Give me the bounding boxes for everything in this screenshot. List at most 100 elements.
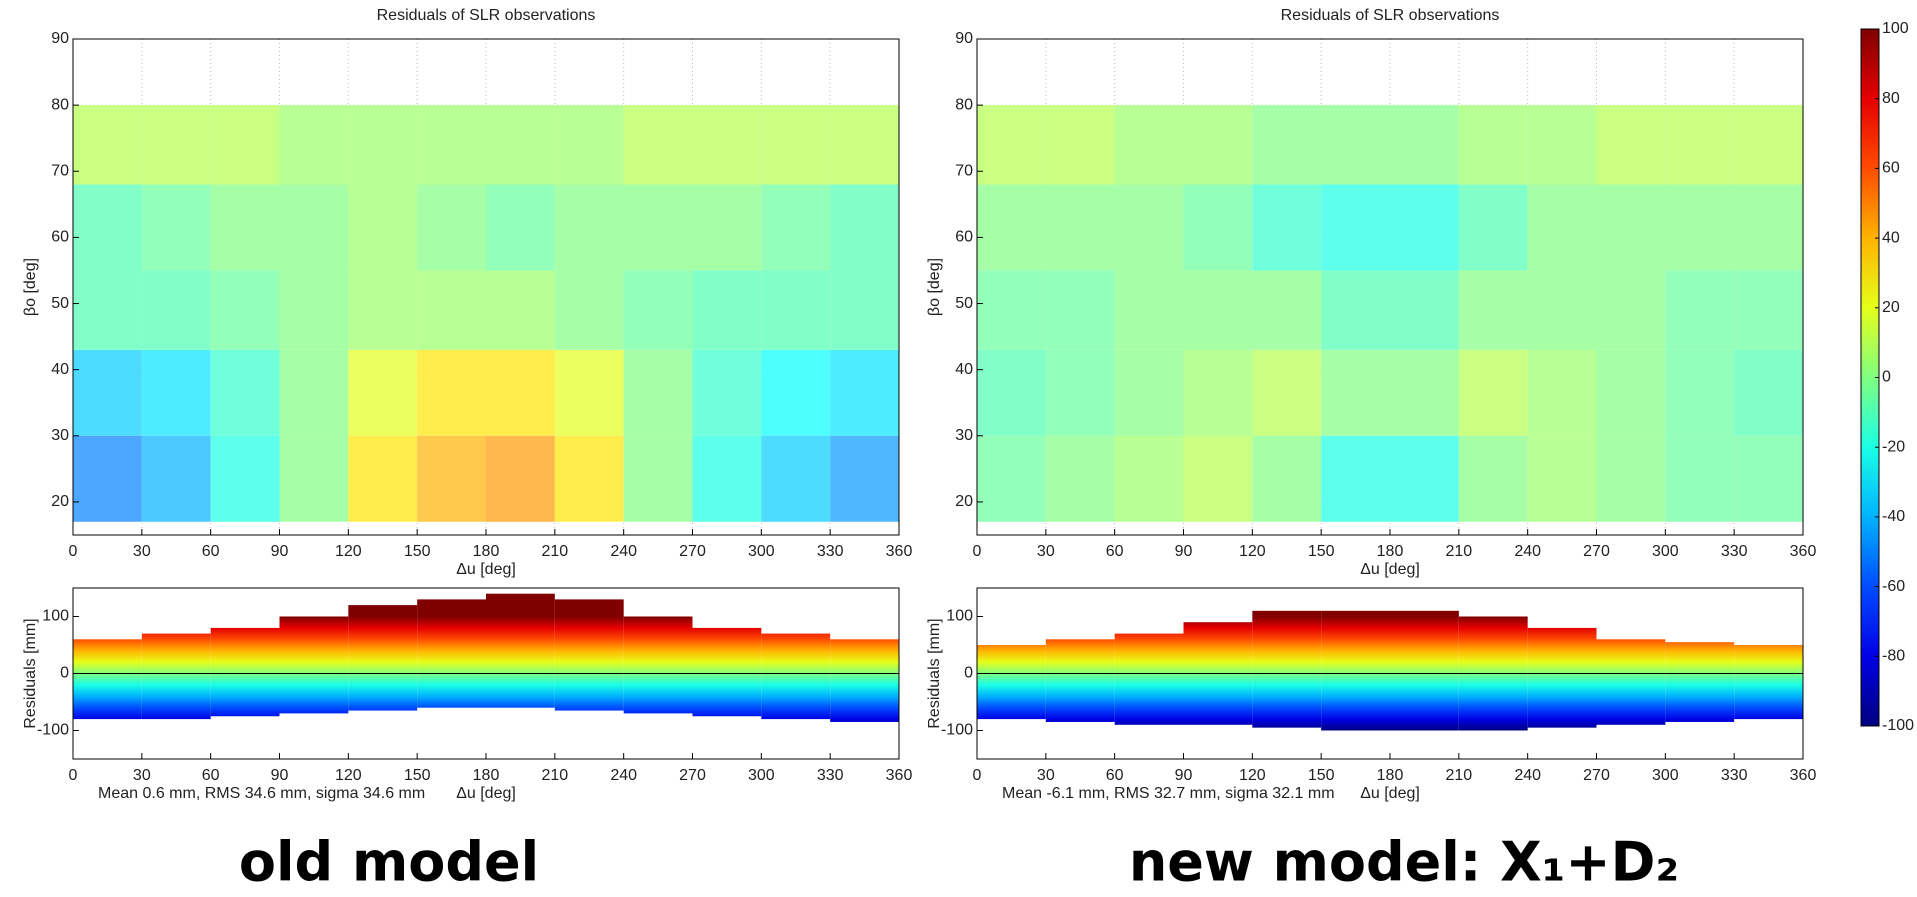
- y-tick-label: 100: [42, 608, 69, 625]
- heatmap-cell: [1045, 270, 1115, 350]
- heatmap-cell: [1321, 105, 1390, 185]
- x-tick-label: 210: [541, 543, 568, 560]
- x-tick-label: 90: [1175, 767, 1193, 784]
- y-tick-label: 70: [51, 162, 69, 179]
- y-tick-label: 0: [964, 665, 973, 682]
- x-tick-label: 150: [1308, 543, 1335, 560]
- heatmap-cell: [1321, 435, 1390, 522]
- x-tick-label: 210: [1445, 767, 1472, 784]
- heatmap-cell: [1045, 349, 1115, 436]
- colorbar-tick-label: -100: [1882, 717, 1914, 734]
- heatmap-cell: [279, 105, 349, 185]
- x-axis-label: Δu [deg]: [456, 561, 516, 578]
- x-tick-label: 30: [1037, 767, 1055, 784]
- heatmap-cell: [1183, 184, 1253, 271]
- heatmap-cell: [210, 184, 280, 271]
- colorbar-tick-label: 100: [1882, 20, 1909, 37]
- y-tick-label: 20: [955, 493, 973, 510]
- y-axis-label: βo [deg]: [926, 258, 943, 316]
- colorbar-tick-label: 40: [1882, 229, 1900, 246]
- heatmap-cell: [623, 105, 693, 185]
- residual-band: [623, 616, 693, 714]
- heatmap-cell: [977, 349, 1046, 436]
- heatmap-cell: [977, 270, 1046, 350]
- heatmap-cell: [1734, 349, 1803, 436]
- heatmap-cell: [1596, 349, 1666, 436]
- x-tick-label: 30: [1037, 543, 1055, 560]
- x-tick-label: 240: [610, 543, 637, 560]
- residual-band: [73, 639, 142, 720]
- heatmap-cell: [1114, 184, 1184, 271]
- residual-band: [692, 627, 762, 717]
- heatmap-cell: [279, 184, 349, 271]
- residual-band: [830, 639, 899, 722]
- heatmap-cell: [1527, 435, 1597, 522]
- heatmap-cell: [1734, 105, 1803, 185]
- x-tick-label: 120: [335, 767, 362, 784]
- x-tick-label: 330: [817, 767, 844, 784]
- heatmap-cell: [1596, 105, 1666, 185]
- x-tick-label: 120: [1239, 543, 1266, 560]
- heatmap-cell: [830, 184, 899, 271]
- x-tick-label: 180: [473, 767, 500, 784]
- heatmap-cell: [1527, 349, 1597, 436]
- heatmap-cell: [348, 105, 418, 185]
- x-tick-label: 300: [1652, 543, 1679, 560]
- heatmap-cell: [1665, 105, 1735, 185]
- heatmap-cell: [977, 105, 1046, 185]
- heatmap-cell: [692, 184, 762, 271]
- x-tick-label: 0: [69, 543, 78, 560]
- residual-band: [210, 627, 280, 717]
- x-tick-label: 300: [748, 767, 775, 784]
- heatmap-cell: [1045, 184, 1115, 271]
- y-tick-label: -100: [37, 722, 69, 739]
- heatmap-cell: [623, 270, 693, 350]
- heatmap-cell: [279, 270, 349, 350]
- heatmap-cell: [830, 270, 899, 350]
- heatmap-cell: [210, 435, 280, 522]
- x-tick-label: 240: [1514, 543, 1541, 560]
- x-tick-label: 360: [1790, 767, 1817, 784]
- x-tick-label: 270: [1583, 767, 1610, 784]
- heatmap-cell: [977, 435, 1046, 522]
- heatmap-cell: [761, 184, 831, 271]
- residual-band: [1734, 645, 1803, 720]
- heatmap-cell: [486, 349, 555, 436]
- heatmap-cell: [1114, 105, 1184, 185]
- residual-band: [1252, 610, 1322, 728]
- heatmap-cell: [623, 184, 693, 271]
- y-axis-label: Residuals [mm]: [926, 618, 943, 728]
- x-tick-label: 360: [1790, 543, 1817, 560]
- heatmap-cell: [1734, 435, 1803, 522]
- colorbar-tick-label: -40: [1882, 508, 1905, 525]
- heatmap-cell: [1390, 349, 1459, 436]
- residual-band: [279, 616, 349, 714]
- heatmap-cell: [1458, 349, 1528, 436]
- x-tick-label: 30: [133, 767, 151, 784]
- heatmap-cell: [1527, 105, 1597, 185]
- heatmap-cell: [279, 349, 349, 436]
- heatmap-cell: [1458, 270, 1528, 350]
- y-tick-label: 90: [51, 30, 69, 47]
- heatmap-cell: [348, 270, 418, 350]
- residual-band: [554, 599, 624, 711]
- heatmap-cell: [141, 435, 211, 522]
- heatmap-cell: [486, 435, 555, 522]
- heatmap-cell: [348, 184, 418, 271]
- x-tick-label: 270: [679, 543, 706, 560]
- residual-band: [1114, 633, 1184, 725]
- y-axis-label: βo [deg]: [22, 258, 39, 316]
- heatmap-cell: [210, 349, 280, 436]
- y-tick-label: 100: [946, 608, 973, 625]
- heatmap-cell: [1734, 270, 1803, 350]
- residual-band: [348, 605, 418, 711]
- heatmap-cell: [486, 184, 555, 271]
- colorbar-tick-label: -80: [1882, 648, 1905, 665]
- x-axis-label: Δu [deg]: [456, 785, 516, 802]
- heatmap-cell: [1183, 105, 1253, 185]
- residual-band: [761, 633, 831, 720]
- residual-band: [1045, 639, 1115, 722]
- heatmap-cell: [761, 270, 831, 350]
- heatmap-cell: [1665, 270, 1735, 350]
- x-tick-label: 180: [473, 543, 500, 560]
